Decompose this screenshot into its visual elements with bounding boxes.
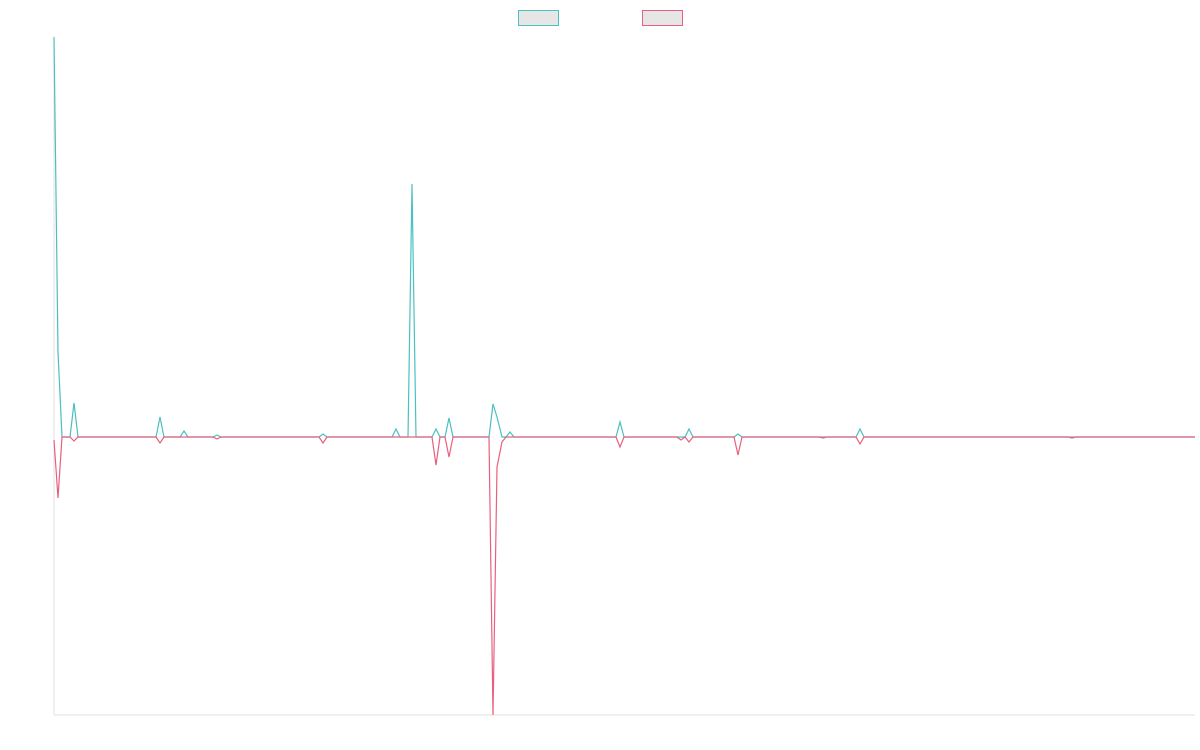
legend-swatch xyxy=(518,10,559,26)
series-line xyxy=(53,36,1195,438)
series-line xyxy=(53,436,1195,716)
legend-swatch xyxy=(642,10,683,26)
